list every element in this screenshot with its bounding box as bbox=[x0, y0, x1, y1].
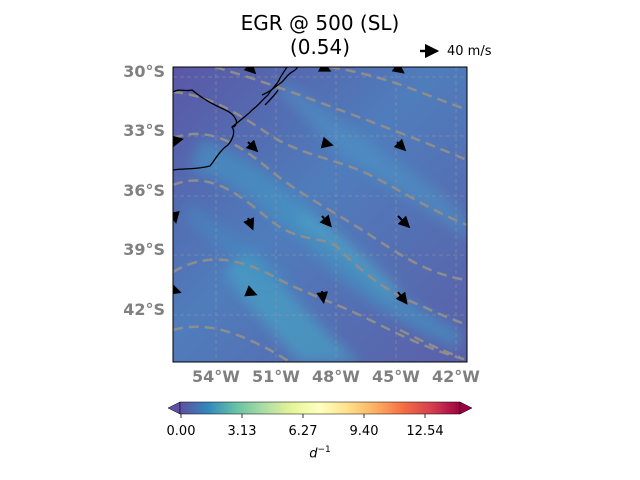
colorbar-tick-1: 3.13 bbox=[227, 424, 257, 439]
lon-label-45w: 45°W bbox=[372, 367, 420, 386]
colorbar bbox=[167, 401, 473, 418]
map-frame bbox=[172, 66, 468, 363]
lon-label-54w: 54°W bbox=[192, 367, 240, 386]
chart-title-line2: (0.54) bbox=[289, 35, 351, 59]
chart-title-line1: EGR @ 500 (SL) bbox=[240, 11, 400, 35]
lon-label-42w: 42°W bbox=[432, 367, 480, 386]
reference-arrow-label: 40 m/s bbox=[447, 44, 492, 59]
lat-label-30s: 30°S bbox=[123, 62, 165, 81]
lat-label-36s: 36°S bbox=[123, 181, 165, 200]
colorbar-unit-exponent: −1 bbox=[317, 445, 331, 455]
colorbar-tick-3: 9.40 bbox=[349, 424, 379, 439]
colorbar-unit-label: d−1 bbox=[290, 445, 350, 461]
map-area bbox=[173, 67, 467, 362]
colorbar-tick-2: 6.27 bbox=[288, 424, 318, 439]
colorbar-tick-4: 12.54 bbox=[406, 424, 444, 439]
lat-label-42s: 42°S bbox=[123, 300, 165, 319]
lat-label-33s: 33°S bbox=[123, 121, 165, 140]
geopotential-contours bbox=[173, 67, 467, 362]
map-gridlines bbox=[173, 67, 467, 362]
lon-label-51w: 51°W bbox=[252, 367, 300, 386]
lat-label-39s: 39°S bbox=[123, 240, 165, 259]
colorbar-tick-0: 0.00 bbox=[166, 424, 196, 439]
colorbar-unit-base: d bbox=[309, 446, 318, 462]
coastline bbox=[173, 67, 298, 171]
field-highlights bbox=[185, 80, 467, 362]
lon-label-48w: 48°W bbox=[312, 367, 360, 386]
